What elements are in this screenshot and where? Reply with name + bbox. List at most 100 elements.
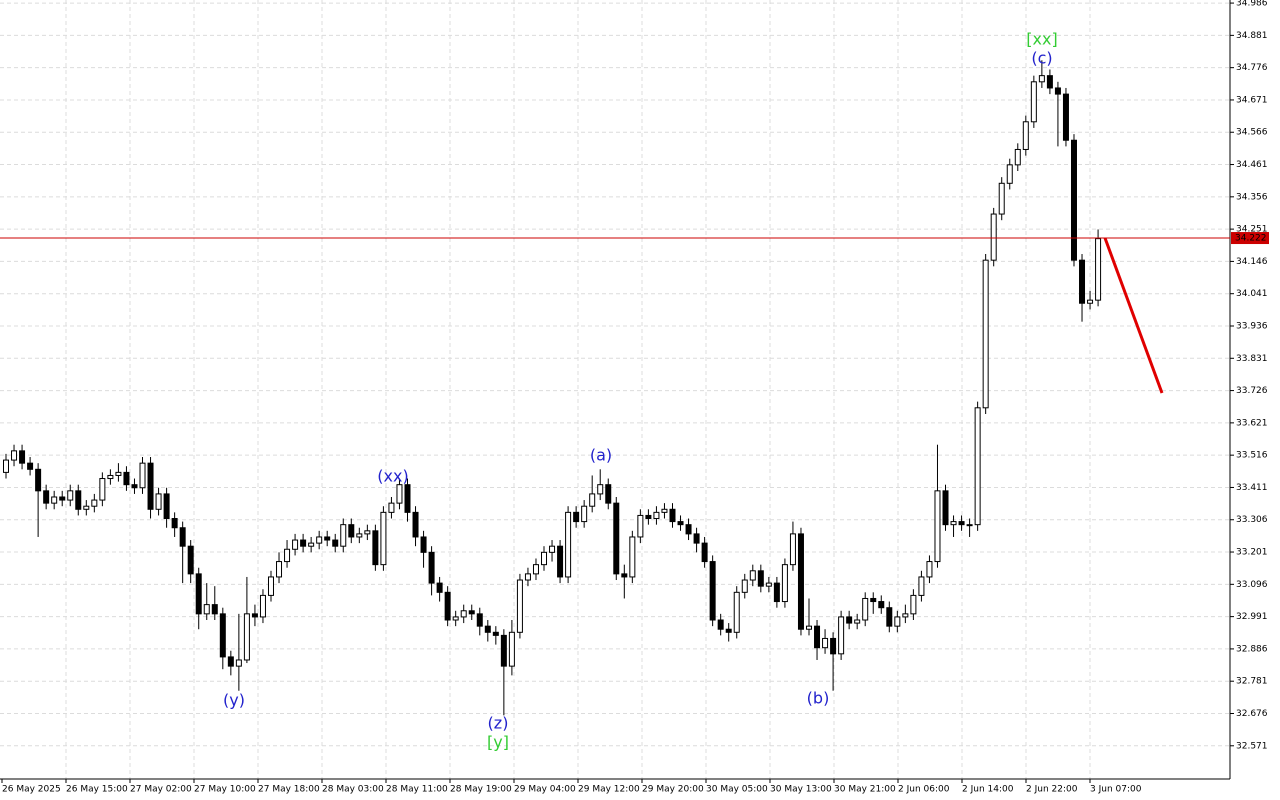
candle-body — [974, 407, 981, 526]
candle-body — [1079, 259, 1086, 304]
candle-body — [43, 490, 50, 504]
x-tick-label: 27 May 10:00 — [194, 785, 256, 795]
candle-body — [243, 613, 250, 661]
candle-body — [693, 533, 700, 544]
candle-body — [789, 533, 796, 566]
candle-body — [396, 484, 403, 504]
candle-body — [581, 505, 588, 523]
candle-body — [597, 484, 604, 495]
y-tick-label: 34.146 — [1236, 257, 1268, 267]
y-tick-label: 32.676 — [1236, 709, 1268, 719]
candle-body — [452, 616, 459, 621]
candle-body — [677, 521, 684, 526]
candle-body — [300, 539, 307, 547]
candle-body — [894, 616, 901, 627]
candle-body — [982, 259, 989, 409]
candle-body — [492, 631, 499, 636]
candle-body — [822, 637, 829, 649]
x-tick-label: 30 May 13:00 — [770, 785, 832, 795]
candle-body — [292, 539, 299, 550]
candle-body — [613, 502, 620, 575]
x-tick-label: 28 May 19:00 — [450, 785, 512, 795]
y-tick-label: 34.251 — [1236, 225, 1268, 235]
candle-body — [854, 619, 861, 624]
candle-body — [75, 490, 82, 510]
candles — [3, 60, 1102, 716]
candle-body — [557, 545, 564, 578]
candle-body — [115, 471, 122, 476]
x-tick-label: 26 May 2025 — [2, 785, 61, 795]
wave-label: (b) — [807, 689, 830, 708]
x-tick-label: 28 May 11:00 — [386, 785, 448, 795]
current-price-label: 34.222 — [1235, 234, 1267, 244]
candle-body — [838, 616, 845, 655]
candle-body — [171, 518, 178, 529]
y-tick-label: 34.041 — [1236, 289, 1268, 299]
candle-body — [589, 493, 596, 507]
candle-body — [966, 524, 973, 527]
candle-body — [251, 613, 258, 618]
x-tick-label: 28 May 03:00 — [322, 785, 384, 795]
x-tick-label: 27 May 18:00 — [258, 785, 320, 795]
candle-body — [541, 551, 548, 566]
candle-body — [669, 508, 676, 523]
x-tick-label: 29 May 12:00 — [578, 785, 640, 795]
candle-body — [870, 597, 877, 603]
candle-body — [918, 576, 925, 596]
x-tick-label: 29 May 04:00 — [514, 785, 576, 795]
candle-body — [524, 573, 531, 581]
candle-body — [645, 514, 652, 520]
candle-body — [27, 462, 34, 470]
candle-body — [388, 502, 395, 513]
y-tick-label: 33.516 — [1236, 451, 1268, 461]
candle-body — [476, 613, 483, 627]
y-tick-label: 33.306 — [1236, 515, 1268, 525]
y-tick-label: 34.671 — [1236, 95, 1268, 105]
candle-body — [781, 564, 788, 603]
candle-body — [741, 579, 748, 593]
candle-body — [468, 610, 475, 615]
candle-body — [717, 619, 724, 630]
candle-body — [886, 607, 893, 627]
wave-label: (a) — [590, 446, 612, 465]
candle-body — [508, 631, 515, 667]
y-tick-label: 32.886 — [1236, 644, 1268, 654]
candle-body — [637, 514, 644, 538]
candle-body — [163, 493, 170, 520]
candle-body — [91, 499, 98, 507]
candle-body — [910, 594, 917, 615]
candle-body — [332, 539, 339, 547]
candle-body — [267, 576, 274, 596]
candle-body — [348, 524, 355, 538]
candle-body — [773, 582, 780, 603]
candle-body — [324, 536, 331, 541]
y-tick-label: 33.936 — [1236, 321, 1268, 331]
candle-body — [814, 625, 821, 649]
candle-body — [404, 484, 411, 513]
y-tick-label: 33.621 — [1236, 418, 1268, 428]
candle-body — [830, 637, 837, 655]
candle-body — [565, 511, 572, 578]
candle-body — [139, 462, 146, 489]
y-tick-label: 34.986 — [1236, 0, 1268, 9]
candle-body — [211, 604, 218, 615]
candle-body — [123, 471, 130, 486]
candle-body — [1046, 75, 1053, 89]
candle-body — [83, 505, 90, 510]
candle-body — [757, 570, 764, 587]
candle-body — [276, 561, 283, 578]
candle-body — [765, 582, 772, 587]
x-tick-label: 2 Jun 14:00 — [962, 785, 1014, 795]
y-tick-label: 34.461 — [1236, 160, 1268, 170]
candle-body — [516, 579, 523, 633]
candle-body — [806, 625, 812, 630]
wave-label: [xx] — [1026, 30, 1057, 49]
candle-body — [67, 490, 74, 501]
candle-body — [235, 659, 242, 667]
candle-body — [147, 462, 154, 510]
candle-body — [1062, 93, 1069, 141]
y-tick-label: 33.411 — [1236, 483, 1268, 493]
y-tick-label: 32.571 — [1236, 741, 1268, 751]
